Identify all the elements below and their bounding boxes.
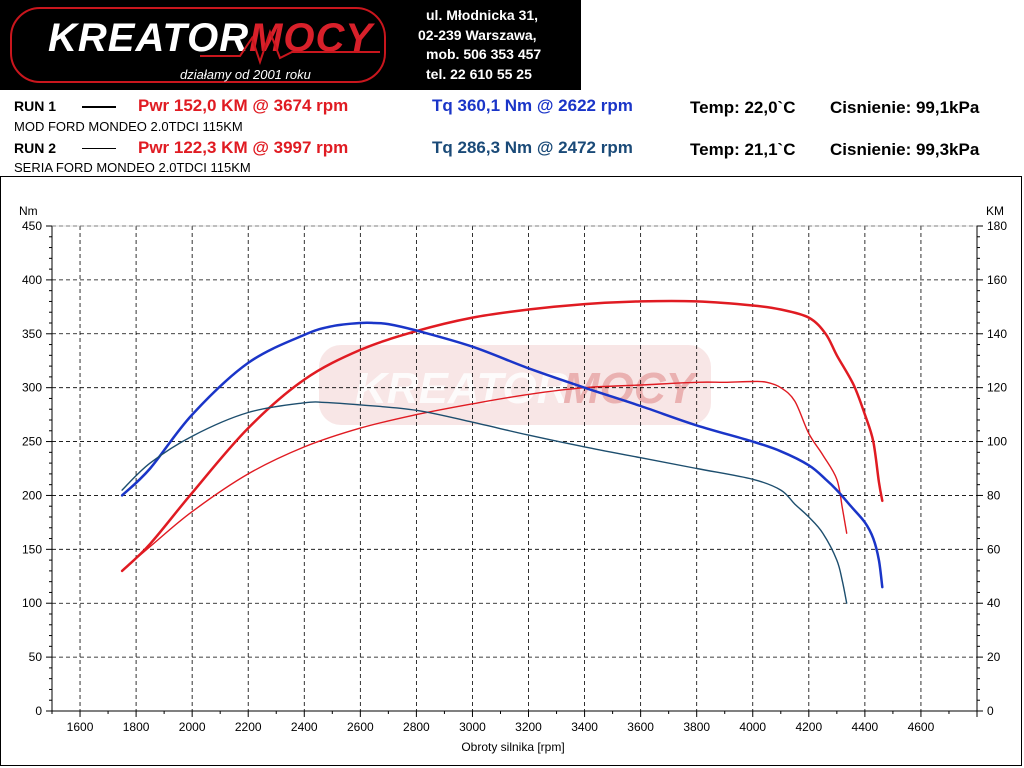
y-right-unit-label: KM xyxy=(986,204,1004,218)
address-line: mob. 506 353 457 xyxy=(426,46,542,62)
series-line-pwr-run-2 xyxy=(121,380,848,572)
x-tick-label: 3800 xyxy=(683,720,710,734)
x-tick-label: 2600 xyxy=(347,720,374,734)
run1-torque-peak: Tq 360,1 Nm @ 2622 rpm xyxy=(432,96,633,115)
address-line: ul. Młodnicka 31, xyxy=(426,7,539,23)
y-left-tick-label: 50 xyxy=(29,650,43,664)
run2-temperature: Temp: 21,1`C xyxy=(690,140,796,159)
address-line: 02-239 Warszawa, xyxy=(418,26,537,43)
chart-axes: 1600 1800 2000 2200 2400 2600 2800 3000 3200 3400… xyxy=(22,219,1007,734)
x-tick-label: 4000 xyxy=(739,720,766,734)
x-tick-label: 2000 xyxy=(179,720,206,734)
dyno-chart-frame: KREATOR MOCY 1600 1800 2000 2200 2400 2600 280… xyxy=(0,176,1022,766)
run2-torque-peak: Tq 286,3 Nm @ 2472 rpm xyxy=(432,138,633,157)
x-tick-label: 3600 xyxy=(627,720,654,734)
x-tick-label: 2800 xyxy=(403,720,430,734)
y-left-tick-label: 400 xyxy=(22,273,42,287)
run1-power-peak: Pwr 152,0 KM @ 3674 rpm xyxy=(138,96,349,115)
x-tick-label: 4400 xyxy=(852,720,879,734)
y-left-tick-label: 150 xyxy=(22,542,42,556)
heartbeat-icon xyxy=(200,29,380,66)
y-left-tick-label: 250 xyxy=(22,435,42,449)
logo-slogan: działamy od 2001 roku xyxy=(180,67,311,82)
dyno-chart: KREATOR MOCY 1600 1800 2000 2200 2400 2600 280… xyxy=(19,204,1007,754)
y-right-tick-label: 160 xyxy=(987,273,1007,287)
y-left-unit-label: Nm xyxy=(19,204,38,218)
company-logo-banner: KREATORMOCY działamy od 2001 roku ul. Mł… xyxy=(0,0,581,90)
x-tick-label: 3400 xyxy=(571,720,598,734)
y-right-tick-label: 80 xyxy=(987,488,1001,502)
chart-labels: Nm KM Obroty silnika [rpm] xyxy=(19,204,1004,754)
y-left-tick-label: 450 xyxy=(22,219,42,233)
chart-series xyxy=(120,299,884,604)
run1-temperature: Temp: 22,0`C xyxy=(690,98,796,117)
series-line-tq-run-2 xyxy=(121,401,848,604)
address-line: tel. 22 610 55 25 xyxy=(426,65,532,82)
run2-description: SERIA FORD MONDEO 2.0TDCI 115KM xyxy=(14,160,251,175)
y-right-tick-label: 140 xyxy=(987,327,1007,341)
logo-frame xyxy=(10,7,386,83)
x-tick-label: 4200 xyxy=(795,720,822,734)
run2-power-peak: Pwr 122,3 KM @ 3997 rpm xyxy=(138,138,349,157)
y-left-tick-label: 350 xyxy=(22,327,42,341)
y-left-tick-label: 300 xyxy=(22,381,42,395)
x-axis-title: Obroty silnika [rpm] xyxy=(461,740,564,754)
x-tick-label: 2200 xyxy=(235,720,262,734)
chart-grid xyxy=(52,225,977,711)
y-right-tick-label: 0 xyxy=(987,704,994,718)
y-right-tick-label: 120 xyxy=(987,381,1007,395)
run1-label: RUN 1 xyxy=(14,98,57,114)
y-right-tick-label: 180 xyxy=(987,219,1007,233)
run2-pressure: Cisnienie: 99,3kPa xyxy=(830,140,980,159)
run1-pressure: Cisnienie: 99,1kPa xyxy=(830,98,980,117)
y-right-tick-label: 60 xyxy=(987,542,1001,556)
y-right-tick-label: 40 xyxy=(987,596,1001,610)
x-tick-label: 1800 xyxy=(123,720,150,734)
x-tick-label: 3000 xyxy=(459,720,486,734)
y-right-tick-label: 20 xyxy=(987,650,1001,664)
y-left-tick-label: 0 xyxy=(35,704,42,718)
svg-text:KREATOR: KREATOR xyxy=(355,364,569,413)
x-tick-label: 4600 xyxy=(908,720,935,734)
y-left-tick-label: 200 xyxy=(22,488,42,502)
run1-description: MOD FORD MONDEO 2.0TDCI 115KM xyxy=(14,119,243,134)
run1-legend-line xyxy=(82,106,116,108)
x-tick-label: 2400 xyxy=(291,720,318,734)
run2-label: RUN 2 xyxy=(14,140,57,156)
x-tick-label: 3200 xyxy=(515,720,542,734)
run2-legend-line xyxy=(82,148,116,149)
series-line-pwr-run-1 xyxy=(120,299,884,573)
y-right-tick-label: 100 xyxy=(987,435,1007,449)
y-left-tick-label: 100 xyxy=(22,596,42,610)
x-tick-label: 1600 xyxy=(67,720,94,734)
company-address: ul. Młodnicka 31, 02-239 Warszawa, mob. … xyxy=(404,6,580,84)
series-line-tq-run-1 xyxy=(120,321,884,589)
